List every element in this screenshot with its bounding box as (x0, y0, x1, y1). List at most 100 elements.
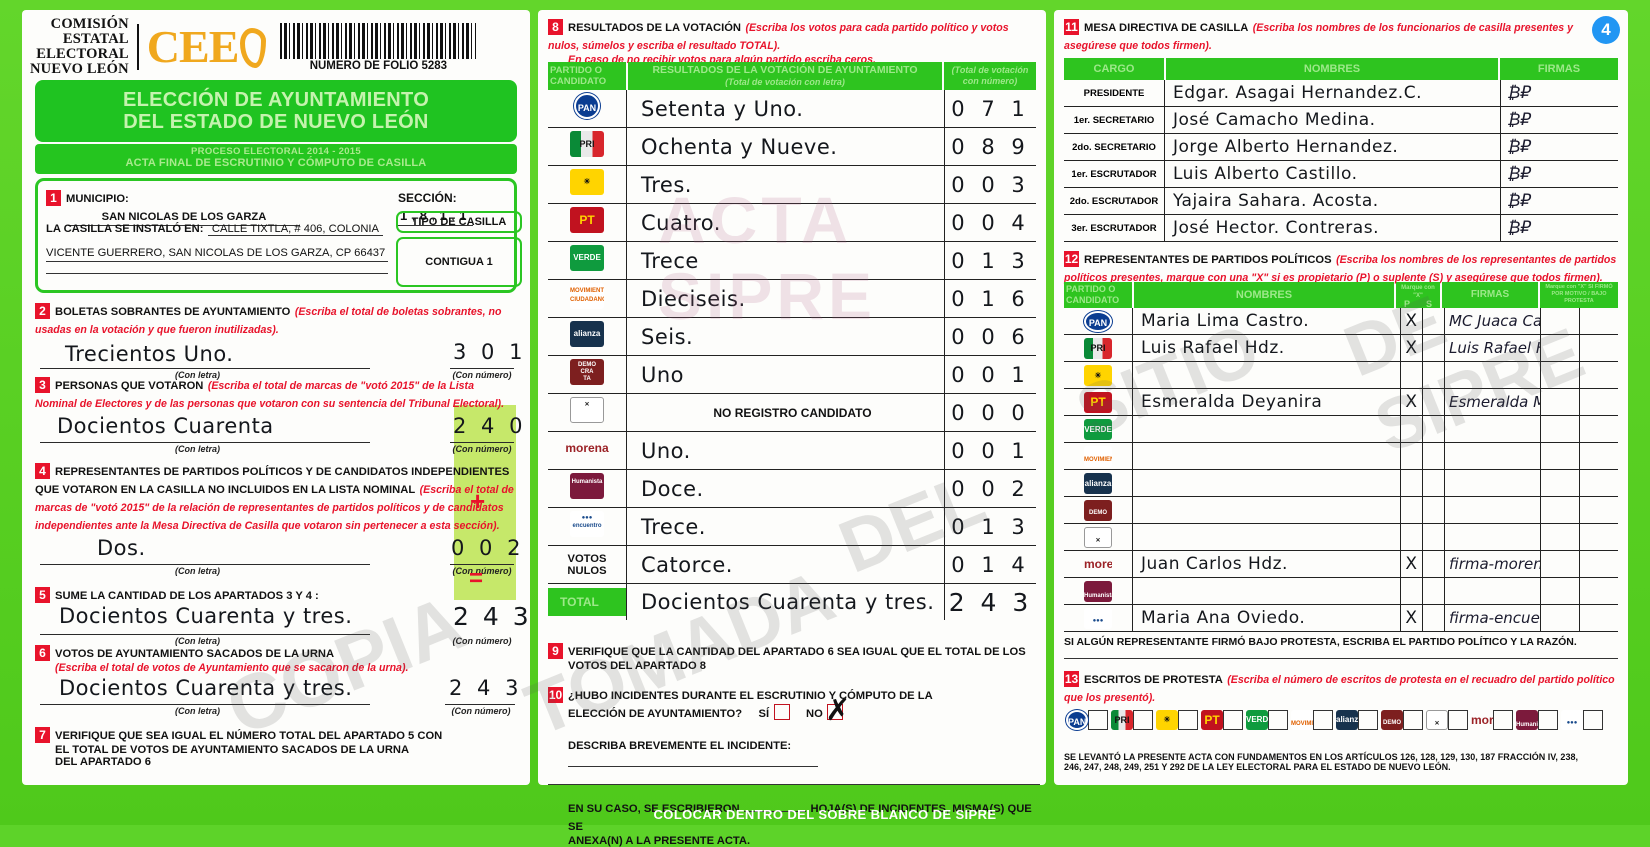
rep-protest-p[interactable] (1540, 362, 1579, 388)
protest-count-input[interactable] (1538, 710, 1558, 730)
row-result-text[interactable]: Setenta y Uno. (641, 96, 804, 121)
protest-count-input[interactable] (1178, 710, 1198, 730)
row-result-text[interactable]: Uno. (641, 438, 691, 463)
mesa-nombre[interactable]: Edgar. Asagai Hernandez.C. (1173, 83, 1422, 103)
rep-protest-p[interactable] (1540, 416, 1579, 442)
section-5-letra-value[interactable]: Docientos Cuarenta y tres. (59, 604, 353, 628)
mesa-nombre[interactable]: Luis Alberto Castillo. (1173, 164, 1358, 184)
row-result-text[interactable]: Trece. (641, 514, 706, 539)
rep-protest-s[interactable] (1579, 335, 1618, 361)
rep-propietario-mark[interactable]: X (1405, 338, 1418, 358)
protest-input-line[interactable] (1064, 658, 1618, 659)
rep-firma[interactable]: Luis Rafael Hernandez (1449, 339, 1540, 357)
row-result-text[interactable]: Ochenta y Nueve. (641, 134, 838, 159)
total-numero[interactable]: 2 4 3 (948, 587, 1033, 617)
section-3-numero-value[interactable]: 2 4 0 (453, 414, 527, 438)
rep-propietario-mark[interactable]: X (1405, 392, 1418, 412)
rep-propietario-mark[interactable]: X (1405, 311, 1418, 331)
tipo-casilla-value-box[interactable]: CONTIGUA 1 (396, 237, 522, 287)
section-5-numero-value[interactable]: 2 4 3 (453, 602, 532, 631)
protest-count-input[interactable] (1403, 710, 1423, 730)
rep-protest-s[interactable] (1579, 308, 1618, 334)
row-number-value[interactable]: 0 8 9 (951, 134, 1030, 159)
row-number-value[interactable]: 0 0 2 (951, 476, 1030, 501)
rep-protest-s[interactable] (1579, 416, 1618, 442)
rep-protest-p[interactable] (1540, 551, 1579, 577)
incident-line-2[interactable] (548, 784, 1040, 785)
rep-protest-p[interactable] (1540, 497, 1579, 523)
protest-count-input[interactable] (1268, 710, 1288, 730)
protest-count-input[interactable] (1493, 710, 1513, 730)
row-number-value[interactable]: 0 0 0 (951, 400, 1030, 425)
rep-protest-p[interactable] (1540, 389, 1579, 415)
protest-count-input[interactable] (1133, 710, 1153, 730)
rep-protest-p[interactable] (1540, 443, 1579, 469)
rep-propietario-mark[interactable]: X (1405, 608, 1418, 628)
rep-protest-s[interactable] (1579, 470, 1618, 496)
section-4-letra-value[interactable]: Dos. (97, 536, 146, 560)
hojas-input[interactable] (744, 801, 807, 812)
casilla-address-line2[interactable]: VICENTE GUERRERO, SAN NICOLAS DE LOS GAR… (46, 247, 386, 259)
rep-nombre[interactable]: Maria Lima Castro. (1141, 311, 1310, 331)
section-6-numero-value[interactable]: 2 4 3 (449, 676, 523, 700)
section-4-numero-value[interactable]: 0 0 2 (451, 536, 525, 560)
rep-protest-s[interactable] (1579, 524, 1618, 550)
rep-firma[interactable]: Esmeralda Mar (1449, 393, 1540, 411)
describe-incident-input[interactable] (568, 755, 818, 767)
mesa-nombre[interactable]: José Camacho Medina. (1173, 110, 1376, 130)
row-number-value[interactable]: 0 0 1 (951, 362, 1030, 387)
mesa-firma[interactable]: ₿₽ (1507, 137, 1532, 157)
row-result-text[interactable]: Trece (641, 248, 699, 273)
casilla-address-line1[interactable]: CALLE TIXTLA, # 406, COLONIA (207, 223, 383, 236)
row-result-text[interactable]: Uno (641, 362, 685, 387)
rep-protest-s[interactable] (1579, 362, 1618, 388)
no-checkbox[interactable]: ✗ (825, 696, 850, 726)
row-number-value[interactable]: 0 1 3 (951, 514, 1030, 539)
row-result-text[interactable]: Dieciseis. (641, 286, 746, 311)
rep-protest-p[interactable] (1540, 470, 1579, 496)
row-number-value[interactable]: 0 0 1 (951, 438, 1030, 463)
rep-nombre[interactable]: Esmeralda Deyanira (1141, 392, 1323, 412)
protest-count-input[interactable] (1583, 710, 1603, 730)
section-6-letra-value[interactable]: Docientos Cuarenta y tres. (59, 676, 353, 700)
mesa-firma[interactable]: ₿₽ (1507, 83, 1532, 103)
rep-protest-s[interactable] (1579, 497, 1618, 523)
si-checkbox[interactable] (773, 704, 790, 720)
row-result-text[interactable]: Doce. (641, 476, 704, 501)
municipio-value[interactable]: SAN NICOLAS DE LOS GARZA (101, 211, 267, 223)
seccion-digits[interactable]: 1,8,1,1 (400, 208, 472, 223)
section-2-numero-value[interactable]: 3 0 1 (453, 340, 527, 364)
rep-protest-s[interactable] (1579, 443, 1618, 469)
votos-nulos-letra[interactable]: Catorce. (641, 552, 733, 577)
mesa-nombre[interactable]: Jorge Alberto Hernandez. (1173, 137, 1399, 157)
rep-firma[interactable]: firma-morena (1449, 555, 1540, 573)
row-number-value[interactable]: 0 0 4 (951, 210, 1030, 235)
mesa-firma[interactable]: ₿₽ (1507, 164, 1532, 184)
protest-count-input[interactable] (1313, 710, 1333, 730)
row-result-text[interactable]: Cuatro. (641, 210, 721, 235)
rep-protest-s[interactable] (1579, 578, 1618, 604)
total-letra[interactable]: Docientos Cuarenta y tres. (641, 590, 935, 614)
rep-protest-p[interactable] (1540, 308, 1579, 334)
row-number-value[interactable]: 0 1 3 (951, 248, 1030, 273)
mesa-firma[interactable]: ₿₽ (1507, 191, 1532, 211)
rep-protest-s[interactable] (1579, 389, 1618, 415)
rep-firma[interactable]: MC Juaca Castro Lopez (1449, 312, 1540, 330)
rep-protest-s[interactable] (1579, 605, 1618, 631)
rep-protest-p[interactable] (1540, 335, 1579, 361)
protest-count-input[interactable] (1358, 710, 1378, 730)
mesa-firma[interactable]: ₿₽ (1507, 110, 1532, 130)
rep-nombre[interactable]: Juan Carlos Hdz. (1141, 554, 1288, 574)
section-3-letra-value[interactable]: Docientos Cuarenta (57, 414, 274, 438)
rep-propietario-mark[interactable]: X (1405, 554, 1418, 574)
row-number-value[interactable]: 0 0 3 (951, 172, 1030, 197)
rep-protest-p[interactable] (1540, 605, 1579, 631)
row-result-text[interactable]: Tres. (641, 172, 692, 197)
row-number-value[interactable]: 0 0 6 (951, 324, 1030, 349)
rep-protest-p[interactable] (1540, 578, 1579, 604)
rep-protest-s[interactable] (1579, 551, 1618, 577)
row-number-value[interactable]: 0 7 1 (951, 96, 1030, 121)
protest-count-input[interactable] (1223, 710, 1243, 730)
protest-count-input[interactable] (1448, 710, 1468, 730)
mesa-nombre[interactable]: José Hector. Contreras. (1173, 218, 1379, 238)
